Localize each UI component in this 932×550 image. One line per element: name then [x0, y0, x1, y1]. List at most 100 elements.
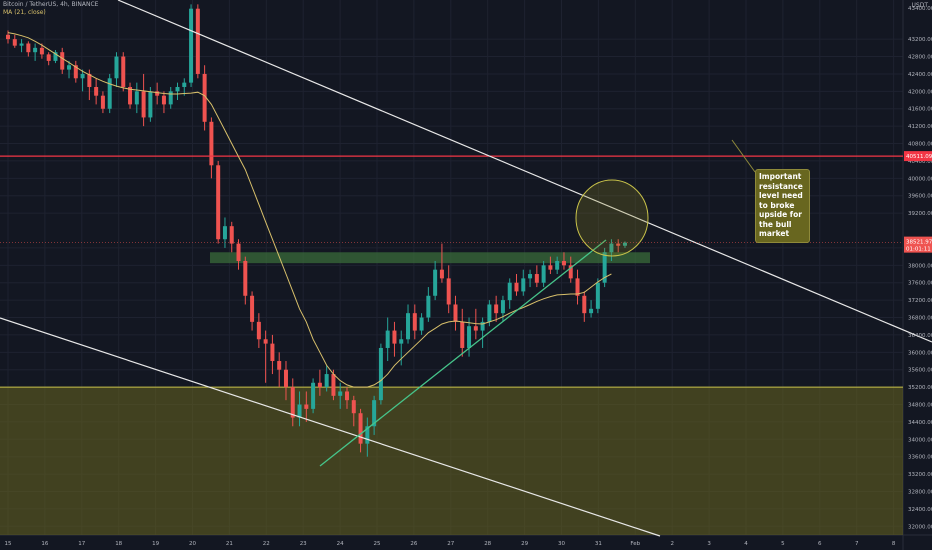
indicator-header: MA (21, close) [3, 9, 46, 16]
candle-body [575, 278, 580, 296]
candle-body [358, 413, 363, 444]
candle-body [182, 82, 187, 87]
x-tick-label: 7 [855, 541, 859, 547]
currency-unit: USDT [911, 2, 929, 9]
annotation-line: to broke [759, 200, 795, 210]
y-tick-label: 42000.00 [908, 89, 932, 95]
candle-body [426, 295, 431, 318]
candle-body [500, 300, 505, 314]
last-price-text: 38521.97 [906, 240, 932, 246]
candle-body [419, 317, 424, 331]
candle-body [507, 282, 512, 301]
candle-body [94, 86, 99, 96]
y-tick-label: 35200.00 [908, 385, 932, 391]
x-tick-label: 17 [78, 541, 85, 547]
candle-body [202, 73, 207, 122]
candle-body [39, 47, 44, 55]
candle-body [528, 274, 533, 279]
y-tick-label: 34000.00 [908, 437, 932, 443]
last-price-badge [904, 236, 932, 253]
y-tick-label: 33200.00 [908, 472, 932, 478]
candle-body [134, 91, 139, 105]
x-tick-label: 30 [558, 541, 565, 547]
descending-trendline-upper [117, 0, 932, 343]
annotation-line: resistance [759, 181, 803, 191]
annotation-pointer [731, 139, 756, 173]
candle-body [616, 243, 621, 246]
candle-body [141, 91, 146, 118]
candle-body [175, 86, 180, 92]
candle-body [297, 404, 302, 418]
y-tick-label: 39200.00 [908, 211, 932, 217]
candle-body [324, 374, 329, 388]
candle-body [541, 265, 546, 283]
candle-body [222, 226, 227, 240]
candle-body [494, 304, 499, 314]
annotation-line: Important [759, 172, 802, 181]
candle-body [304, 404, 309, 409]
x-tick-label: 26 [410, 541, 417, 547]
countdown-text: 01:01:11 [906, 247, 931, 253]
candle-body [473, 326, 478, 331]
candle-body [189, 8, 194, 83]
x-tick-label: 20 [189, 541, 196, 547]
descending-trendline-lower [0, 317, 661, 537]
ma-legend: MA (21, close) [3, 9, 46, 16]
candle-body [385, 330, 390, 348]
x-tick-label: 29 [521, 541, 528, 547]
candle-body [467, 326, 472, 348]
candle-body [338, 391, 343, 396]
resistance-price-badge [904, 151, 932, 162]
candle-body [236, 243, 241, 261]
candle-body [351, 400, 356, 414]
zones-layer [0, 252, 903, 535]
candle-body [602, 252, 607, 283]
candle-body [12, 39, 17, 46]
candle-body [128, 86, 133, 105]
candle-body [561, 260, 566, 266]
candle-body [229, 226, 234, 244]
candle-body [453, 304, 458, 322]
candle-body [161, 95, 166, 105]
candle-body [256, 321, 261, 340]
candle-body [406, 313, 411, 340]
x-tick-label: 4 [744, 541, 748, 547]
y-tick-label: 34800.00 [908, 403, 932, 409]
candle-body [365, 426, 370, 444]
x-tick-label: 8 [892, 541, 896, 547]
x-tick-label: 15 [5, 541, 12, 547]
annotation-callout[interactable]: Important resistance level need to broke… [755, 169, 810, 243]
candle-body [107, 78, 112, 109]
resistance-price-text: 40511.09 [906, 154, 932, 160]
x-tick-label: 31 [595, 541, 602, 547]
y-tick-label: 40000.00 [908, 176, 932, 182]
candle-body [263, 339, 268, 344]
y-tick-label: 40400.00 [908, 159, 932, 165]
candle-body [412, 313, 417, 331]
x-tick-label: 16 [41, 541, 48, 547]
y-tick-label: 36800.00 [908, 316, 932, 322]
support-zone [0, 387, 903, 535]
candle-body [195, 8, 200, 74]
y-tick-label: 42800.00 [908, 55, 932, 61]
y-tick-label: 38000.00 [908, 263, 932, 269]
candle-body [521, 278, 526, 292]
candle-body [6, 34, 10, 40]
candle-body [317, 382, 322, 388]
x-tick-label: 28 [484, 541, 491, 547]
candle-body [568, 265, 573, 279]
y-tick-label: 41200.00 [908, 124, 932, 130]
x-tick-label: 23 [300, 541, 307, 547]
candle-body [216, 165, 221, 240]
x-tick-label: 6 [818, 541, 822, 547]
y-tick-label: 37600.00 [908, 281, 932, 287]
x-tick-label: 18 [115, 541, 122, 547]
candle-body [53, 52, 58, 61]
x-tick-label: 24 [337, 541, 344, 547]
candle-body [595, 282, 600, 309]
y-tick-label: 41600.00 [908, 107, 932, 113]
candle-body [345, 391, 349, 401]
x-tick-label: 3 [707, 541, 711, 547]
